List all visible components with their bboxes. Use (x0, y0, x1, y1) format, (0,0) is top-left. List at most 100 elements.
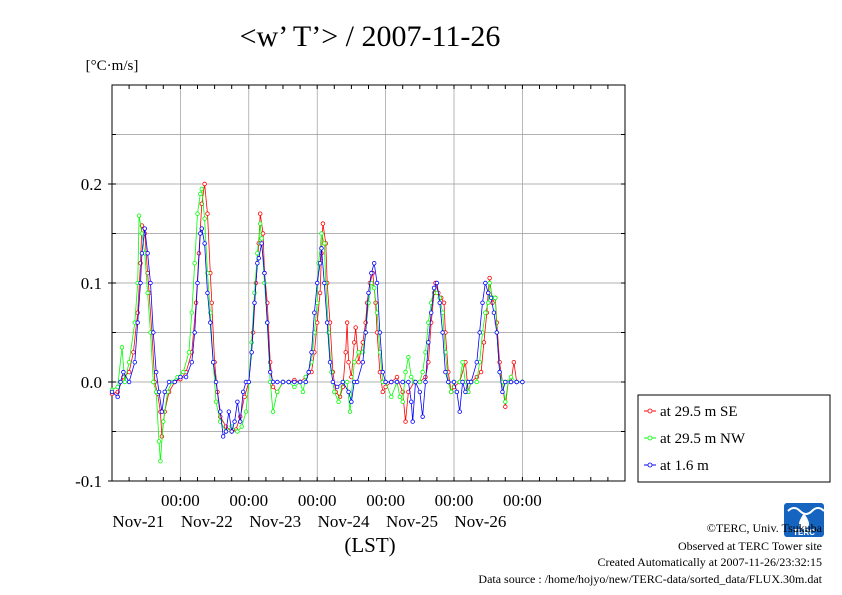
x-axis-label: (LST) (344, 533, 395, 557)
data-point (205, 290, 210, 296)
data-point (327, 360, 333, 365)
series-lines (109, 181, 525, 464)
data-point (192, 330, 197, 335)
data-point (400, 379, 405, 385)
data-point (420, 369, 425, 375)
data-point (500, 389, 505, 395)
data-point (226, 409, 232, 414)
x-tick-day-label: Nov-21 (112, 512, 164, 531)
data-point (349, 399, 354, 404)
data-point (508, 374, 514, 380)
data-point (394, 379, 400, 385)
data-point (135, 310, 140, 315)
data-point (315, 280, 320, 286)
data-point (122, 379, 128, 385)
data-point (132, 360, 137, 365)
data-point (319, 246, 324, 251)
data-point (400, 399, 405, 404)
data-point (508, 379, 514, 385)
data-point (497, 360, 502, 365)
data-point (434, 280, 440, 286)
legend-label: at 1.6 m (660, 458, 709, 474)
data-point (372, 285, 377, 291)
data-point (243, 409, 249, 414)
data-point (317, 261, 323, 266)
created-text: Created Automatically at 2007-11-26/23:3… (597, 555, 822, 569)
data-point (406, 379, 411, 385)
data-point (336, 399, 341, 404)
data-point (409, 374, 414, 380)
data-point (372, 261, 377, 266)
data-point (480, 300, 485, 305)
series-3 (109, 226, 525, 439)
y-tick-label: 0.1 (81, 274, 102, 293)
data-point (249, 340, 254, 345)
x-tick-time-label: 00:00 (435, 491, 474, 510)
data-point (440, 330, 445, 335)
data-point (115, 394, 120, 400)
chart-title: <w’ T’> / 2007-11-26 (240, 20, 501, 53)
data-point (460, 379, 465, 385)
data-point (183, 374, 189, 380)
data-point (474, 360, 479, 365)
data-point (297, 379, 303, 385)
data-point (192, 261, 197, 266)
data-point (292, 379, 297, 385)
data-point (259, 241, 264, 246)
data-point (344, 379, 350, 385)
data-point (356, 360, 361, 365)
data-point (474, 379, 479, 385)
data-point (330, 379, 336, 385)
data-point (353, 325, 358, 330)
data-point (119, 345, 125, 350)
data-point (239, 424, 244, 429)
data-point (487, 275, 492, 281)
data-point (493, 295, 498, 301)
legend-entry: at 29.5 m SE (644, 404, 738, 420)
data-point (369, 270, 374, 276)
legend-marker (647, 462, 653, 468)
data-point (249, 350, 254, 355)
data-point (235, 399, 240, 404)
data-point (121, 369, 126, 375)
data-point (309, 350, 314, 355)
data-point (142, 226, 147, 231)
data-point (186, 350, 192, 355)
data-point (139, 251, 145, 256)
data-point (267, 369, 273, 375)
x-tick-day-label: Nov-22 (181, 512, 233, 531)
data-point (300, 389, 306, 395)
legend-box (637, 394, 831, 483)
data-point (319, 231, 324, 236)
data-point (202, 241, 207, 246)
data-point (270, 379, 276, 385)
data-point (397, 394, 403, 400)
data-point (403, 369, 408, 375)
data-point (178, 374, 183, 380)
data-point (340, 379, 346, 385)
y-tick-label: -0.1 (75, 472, 102, 491)
data-point (360, 360, 365, 365)
data-point (410, 419, 415, 424)
data-point (195, 211, 200, 216)
x-tick-day-label: Nov-26 (454, 512, 506, 531)
terc-logo-text: TERC (793, 528, 815, 537)
data-point (332, 389, 337, 395)
data-point (209, 300, 214, 305)
legend-entry: at 29.5 m NW (644, 431, 746, 447)
data-point (292, 384, 297, 390)
data-point (417, 379, 422, 385)
data-point (172, 379, 177, 385)
data-point (166, 379, 172, 385)
data-point (312, 310, 317, 315)
y-tick-label: 0.0 (81, 373, 102, 392)
data-point (514, 379, 519, 385)
data-point (487, 280, 492, 286)
data-point (218, 409, 223, 414)
data-point (344, 320, 350, 325)
copyright-text: ©TERC, Univ. Tsukuba (707, 521, 823, 535)
data-point (145, 251, 150, 256)
data-point (238, 419, 243, 424)
data-point (463, 389, 468, 395)
